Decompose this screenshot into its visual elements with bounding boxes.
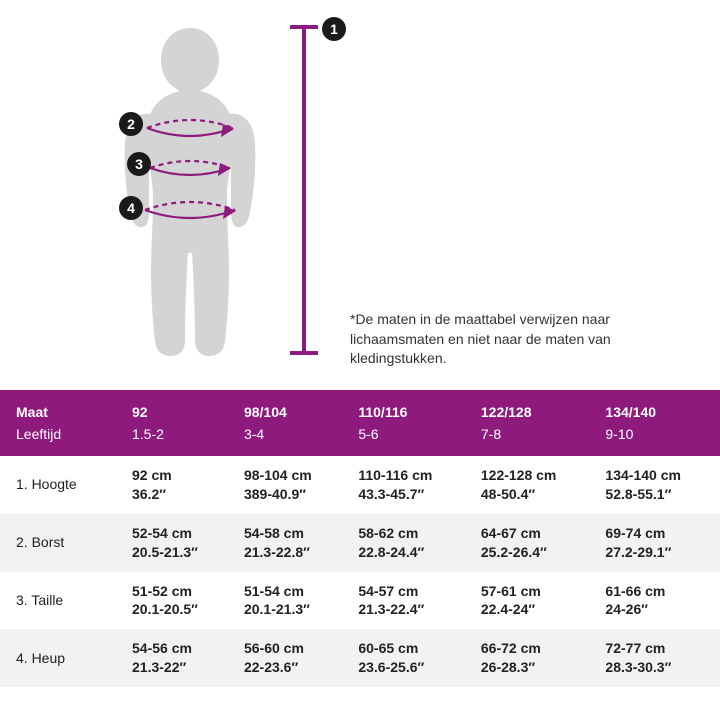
measurement-cell: 54-56 cm21.3-22″	[122, 629, 234, 687]
header-size: 92	[122, 390, 234, 426]
measurement-cell: 134-140 cm52.8-55.1″	[595, 456, 720, 514]
header-size: 122/128	[471, 390, 596, 426]
measurement-cell: 69-74 cm27.2-29.1″	[595, 514, 720, 572]
header-size: 98/104	[234, 390, 348, 426]
table-row: 2. Borst52-54 cm20.5-21.3″54-58 cm21.3-2…	[0, 514, 720, 572]
measurement-cell: 57-61 cm22.4-24″	[471, 572, 596, 630]
measurement-cell: 51-52 cm20.1-20.5″	[122, 572, 234, 630]
table-row: 3. Taille51-52 cm20.1-20.5″51-54 cm20.1-…	[0, 572, 720, 630]
header-age: 1.5-2	[122, 426, 234, 456]
row-label: 2. Borst	[0, 514, 122, 572]
measurement-cell: 72-77 cm28.3-30.3″	[595, 629, 720, 687]
row-label: 1. Hoogte	[0, 456, 122, 514]
measurement-cell: 56-60 cm22-23.6″	[234, 629, 348, 687]
measurement-diagram: 1 2 3 4 *De maten in de maattabel verwij…	[0, 0, 720, 390]
header-age: 5-6	[348, 426, 471, 456]
header-age: 9-10	[595, 426, 720, 456]
row-label: 4. Heup	[0, 629, 122, 687]
height-indicator	[300, 25, 308, 355]
marker-1: 1	[322, 17, 346, 41]
measurement-cell: 54-58 cm21.3-22.8″	[234, 514, 348, 572]
row-label: 3. Taille	[0, 572, 122, 630]
measurement-cell: 58-62 cm22.8-24.4″	[348, 514, 471, 572]
size-table-header: Maat 92 98/104 110/116 122/128 134/140 L…	[0, 390, 720, 456]
table-row: 4. Heup54-56 cm21.3-22″56-60 cm22-23.6″6…	[0, 629, 720, 687]
marker-3: 3	[127, 152, 151, 176]
size-table: Maat 92 98/104 110/116 122/128 134/140 L…	[0, 390, 720, 687]
header-age: 3-4	[234, 426, 348, 456]
measurement-cell: 66-72 cm26-28.3″	[471, 629, 596, 687]
header-maat-label: Maat	[0, 390, 122, 426]
measurement-cell: 98-104 cm389-40.9″	[234, 456, 348, 514]
measurement-cell: 60-65 cm23.6-25.6″	[348, 629, 471, 687]
marker-2: 2	[119, 112, 143, 136]
size-disclaimer: *De maten in de maattabel verwijzen naar…	[350, 310, 640, 369]
header-leeftijd-label: Leeftijd	[0, 426, 122, 456]
measurement-cell: 110-116 cm43.3-45.7″	[348, 456, 471, 514]
measurement-cell: 51-54 cm20.1-21.3″	[234, 572, 348, 630]
child-silhouette	[95, 20, 285, 360]
header-size: 110/116	[348, 390, 471, 426]
measurement-cell: 61-66 cm24-26″	[595, 572, 720, 630]
marker-4: 4	[119, 196, 143, 220]
measurement-cell: 64-67 cm25.2-26.4″	[471, 514, 596, 572]
table-row: 1. Hoogte92 cm36.2″98-104 cm389-40.9″110…	[0, 456, 720, 514]
measurement-cell: 54-57 cm21.3-22.4″	[348, 572, 471, 630]
measurement-cell: 52-54 cm20.5-21.3″	[122, 514, 234, 572]
header-size: 134/140	[595, 390, 720, 426]
size-table-body: 1. Hoogte92 cm36.2″98-104 cm389-40.9″110…	[0, 456, 720, 687]
measurement-cell: 122-128 cm48-50.4″	[471, 456, 596, 514]
header-age: 7-8	[471, 426, 596, 456]
measurement-cell: 92 cm36.2″	[122, 456, 234, 514]
